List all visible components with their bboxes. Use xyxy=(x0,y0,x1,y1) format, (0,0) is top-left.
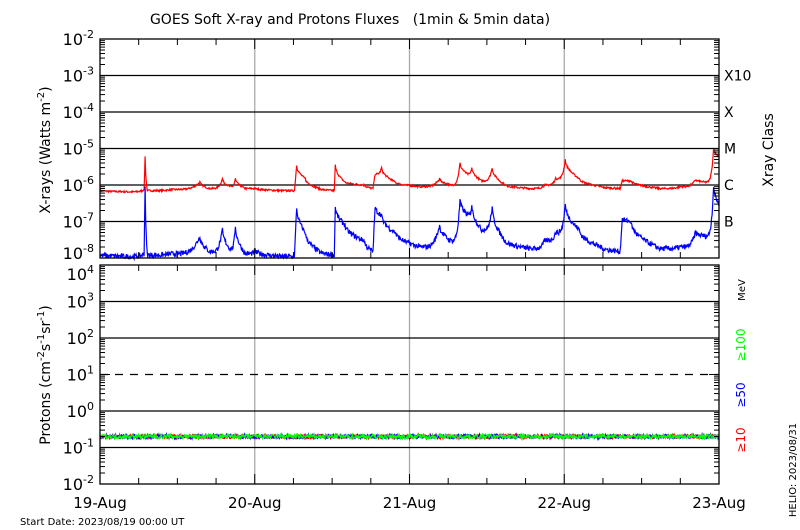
xray-ytick-label: 10-6 xyxy=(63,174,94,195)
legend-ge50: ≥50 xyxy=(734,382,748,407)
xray-ytick-label: 10-8 xyxy=(63,242,94,263)
proton-panel xyxy=(99,431,720,442)
xray-ytick-label: 10-3 xyxy=(63,65,94,86)
proton-ytick-label: 101 xyxy=(67,364,94,385)
grid xyxy=(100,39,719,484)
proton-ytick-label: 100 xyxy=(67,400,94,421)
xray-ytick-label: 10-7 xyxy=(63,211,94,232)
short-series-line xyxy=(99,186,720,262)
xray-panel xyxy=(99,148,720,262)
mev-label: MeV xyxy=(737,279,748,301)
x-tick-label: 22-Aug xyxy=(538,494,591,512)
xray-class-label-b: B xyxy=(724,215,734,231)
credit-label: HELIO: 2023/08/31 xyxy=(788,423,799,517)
proton-ytick-label: 10-2 xyxy=(63,473,94,494)
proton-ylabel: Protons (cm-2s-1sr-1) xyxy=(36,305,54,444)
x-tick-label: 19-Aug xyxy=(73,494,126,512)
legend-ge100: ≥100 xyxy=(734,329,748,362)
legend-ge10: ≥10 xyxy=(734,427,748,452)
proton-ytick-label: 104 xyxy=(67,263,94,284)
xray-class-label: Xray Class xyxy=(761,113,777,187)
proton-ytick-label: 10-1 xyxy=(63,437,94,458)
chart-title: GOES Soft X-ray and Protons Fluxes (1min… xyxy=(150,12,550,28)
x-tick-label: 23-Aug xyxy=(692,494,745,512)
proton-ytick-label: 103 xyxy=(67,291,94,312)
x-tick-label: 21-Aug xyxy=(383,494,436,512)
xray-ytick-label: 10-5 xyxy=(63,138,94,159)
proton-ytick-label: 102 xyxy=(67,327,94,348)
x-tick-label: 20-Aug xyxy=(228,494,281,512)
xray-class-label-m: M xyxy=(724,142,736,158)
xray-class-label-c: C xyxy=(724,178,734,194)
proton-2-series-line xyxy=(99,432,720,441)
start-date: Start Date: 2023/08/19 00:00 UT xyxy=(20,517,185,528)
xray-ytick-label: 10-2 xyxy=(63,28,94,49)
xray-class-label-x10: X10 xyxy=(724,69,751,85)
xray-class-label-x: X xyxy=(724,105,734,121)
long-series-line xyxy=(99,148,720,194)
xray-ylabel: X-rays (Watts m-2) xyxy=(36,86,54,213)
xray-ytick-label: 10-4 xyxy=(63,101,94,122)
